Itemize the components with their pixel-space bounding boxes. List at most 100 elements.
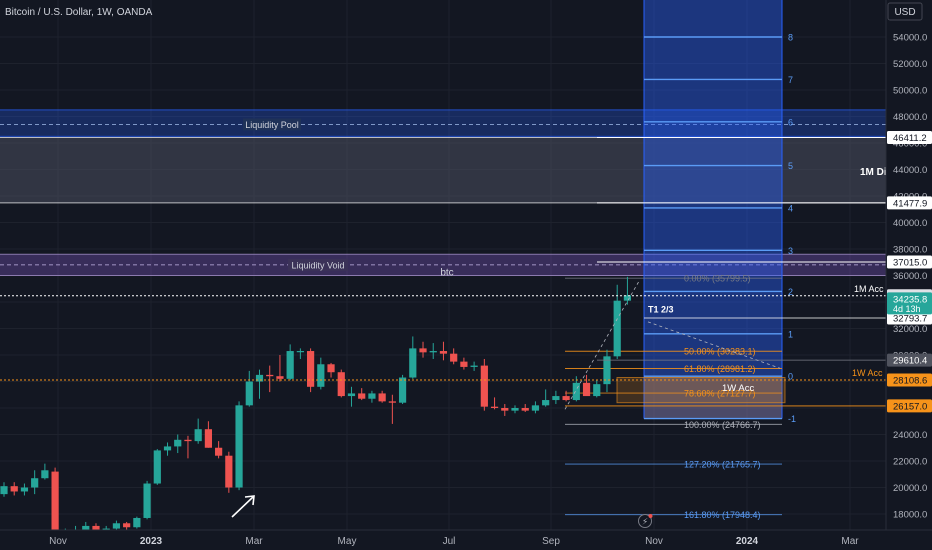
candle-body — [307, 351, 315, 387]
price-tick-label: 24000.0 — [893, 430, 927, 441]
price-tag-text: 46411.2 — [893, 133, 927, 144]
fib-ext-level-label: 4 — [788, 203, 793, 213]
t1-label: T1 2/3 — [648, 304, 674, 314]
candle-body — [194, 429, 202, 442]
price-tick-label: 38000.0 — [893, 245, 927, 256]
fib-extension-column — [644, 0, 782, 419]
price-tick-label: 32000.0 — [893, 324, 927, 335]
candle-body — [123, 523, 131, 528]
candle-body — [409, 348, 417, 378]
price-tag-bg — [887, 196, 932, 210]
time-axis[interactable]: Nov 2023 Mar May Jul Sep Nov 2024 Mar — [0, 529, 932, 550]
projection-line — [647, 321, 781, 369]
fib-anchor-line — [564, 279, 641, 410]
time-label-2024: 2024 — [736, 536, 759, 547]
fib-ext-level-label: 2 — [788, 287, 793, 297]
candle-body — [460, 361, 468, 367]
fib-ext-level-label: 0 — [788, 372, 793, 382]
candle-body — [10, 486, 18, 492]
candle-body — [51, 471, 59, 538]
candle-body — [582, 382, 591, 397]
time-label-jul: Jul — [443, 536, 456, 547]
price-tags: 46411.241477.937015.034469.432793.729610… — [887, 131, 932, 413]
candle-body — [225, 455, 233, 488]
candle-body — [480, 365, 488, 407]
countdown-text: 4d 13h — [893, 304, 921, 314]
price-tick-label: 22000.0 — [893, 457, 927, 468]
price-scale[interactable]: USD 54000.052000.050000.048000.046000.04… — [885, 0, 932, 530]
fib-ret-label: 78.60% (27127.7) — [684, 389, 756, 399]
candle-body — [358, 393, 366, 399]
time-label-may: May — [338, 536, 357, 547]
time-axis-background — [0, 530, 932, 550]
candle-body — [531, 405, 540, 411]
weekly-acc-box — [616, 377, 786, 404]
current-price-text: 34235.8 — [893, 294, 927, 305]
candle-body — [184, 439, 192, 442]
time-label-2023: 2023 — [140, 536, 163, 547]
liquidity-void-label: Liquidity Void — [291, 260, 344, 270]
price-tick-label: 52000.0 — [893, 59, 927, 70]
price-tag-bg — [887, 353, 932, 367]
candle-body — [501, 408, 509, 411]
fib-ext-level-label: 8 — [788, 33, 793, 43]
price-tag-text: 29610.4 — [893, 356, 927, 367]
currency-badge[interactable] — [887, 2, 923, 21]
fib-ext-level-label: 1 — [788, 329, 793, 339]
candle-body — [511, 408, 519, 411]
time-label-nov-2: Nov — [645, 536, 663, 547]
fib-ret-label: 0.00% (35799.5) — [684, 274, 751, 284]
candle-body — [439, 351, 448, 354]
fib-ext-level-label: 6 — [788, 117, 793, 127]
candlestick-series — [0, 276, 632, 544]
price-tag-text: 32793.7 — [893, 313, 927, 324]
price-tick-label: 50000.0 — [893, 86, 927, 97]
lightning-icon: ⚡ — [642, 517, 648, 527]
candle-body — [245, 381, 253, 406]
candle-body — [31, 478, 39, 488]
candle-body — [337, 372, 345, 397]
candle-body — [266, 374, 274, 377]
candle-body — [623, 295, 632, 301]
liquidity-pool-label-bg — [243, 118, 301, 131]
time-label-nov: Nov — [49, 536, 67, 547]
candle-body — [112, 523, 121, 529]
candle-body — [317, 364, 325, 387]
time-label-mar-2: Mar — [841, 536, 859, 547]
price-tick-label: 48000.0 — [893, 112, 927, 123]
zone-1 — [0, 137, 886, 203]
zone-0 — [0, 109, 886, 137]
candle-body — [347, 393, 356, 397]
candle-body — [593, 384, 601, 397]
candle-body — [286, 351, 294, 379]
fib-extension-lower-band — [644, 376, 782, 419]
event-marker-dot — [648, 514, 653, 518]
candle-body — [542, 400, 550, 406]
candle-body — [102, 528, 110, 530]
price-tag-bg — [887, 131, 932, 145]
candle-body — [327, 364, 335, 373]
currency-label: USD — [894, 7, 915, 18]
fib-ret-label: 61.80% (28981.2) — [684, 364, 756, 374]
candle-body — [450, 353, 458, 362]
price-tag-text: 37015.0 — [893, 258, 927, 269]
candle-body — [470, 365, 478, 367]
candle-body — [215, 447, 223, 456]
price-tag-bg — [887, 399, 932, 413]
price-tag-bg — [887, 311, 932, 325]
time-label-sep: Sep — [542, 536, 560, 547]
fib-ret-label: 127.20% (21765.7) — [684, 460, 761, 470]
fib-ret-label: 100.00% (24766.7) — [684, 420, 761, 430]
time-label-mar: Mar — [245, 536, 263, 547]
candle-body — [552, 396, 560, 401]
candle-body — [163, 446, 172, 451]
candle-body — [92, 525, 100, 530]
candle-body — [0, 486, 8, 495]
candle-body — [255, 374, 264, 382]
candle-body — [276, 376, 284, 379]
fib-ext-level-label: 7 — [788, 75, 793, 85]
monthly-discount-label: 1M Dis — [860, 167, 893, 178]
price-tag-text: 41477.9 — [893, 198, 927, 209]
candle-body — [133, 517, 141, 528]
